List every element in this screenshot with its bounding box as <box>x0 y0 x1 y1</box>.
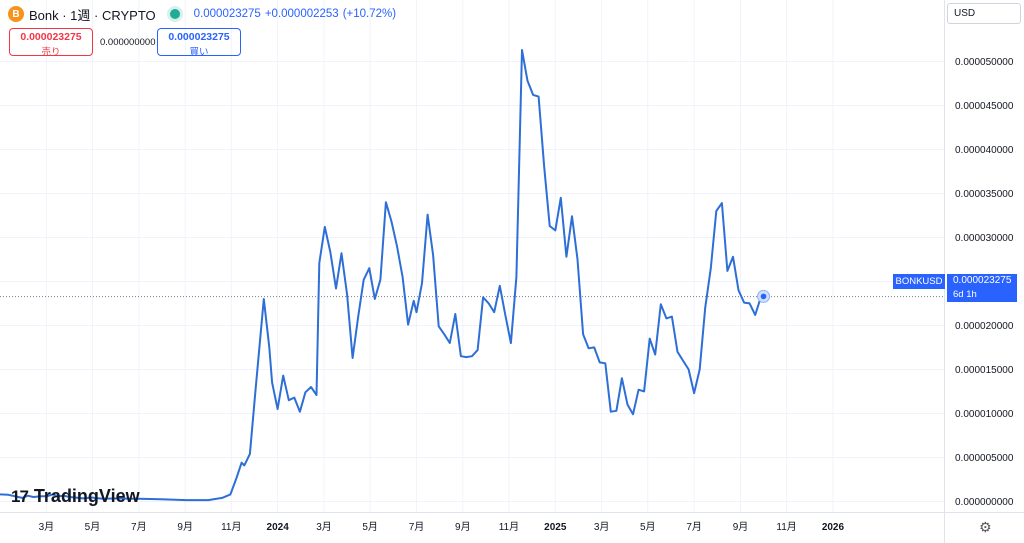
last-price-value: 0.000023275 <box>953 275 1012 286</box>
tradingview-logo-text: TradingView <box>33 486 140 506</box>
x-tick-label: 9月 <box>177 521 193 533</box>
x-tick-label: 9月 <box>455 521 471 533</box>
x-tick-label: 9月 <box>733 521 749 533</box>
y-tick-label: 0.000020000 <box>955 321 1014 332</box>
price-series-line <box>0 49 764 502</box>
y-tick-label: 0.000050000 <box>955 57 1014 68</box>
buy-button[interactable]: 0.000023275 買い <box>157 28 241 58</box>
x-tick-label: 2024 <box>267 522 290 533</box>
x-tick-label: 3月 <box>594 521 610 533</box>
x-tick-label: 3月 <box>316 521 332 533</box>
x-tick-label: 5月 <box>85 521 101 533</box>
x-tick-label: 11月 <box>221 521 241 533</box>
currency-selector[interactable]: USD <box>947 3 1021 24</box>
y-tick-label: 0.000045000 <box>955 101 1014 112</box>
y-tick-label: 0.000030000 <box>955 233 1014 244</box>
x-tick-label: 7月 <box>686 521 702 533</box>
sell-price: 0.000023275 <box>20 31 82 43</box>
last-price-label: 0.000023275 6d 1h <box>947 274 1017 302</box>
x-tick-label: 2025 <box>544 522 567 533</box>
x-tick-label: 11月 <box>776 521 796 533</box>
x-tick-label: 2026 <box>822 522 845 533</box>
x-tick-label: 3月 <box>39 521 55 533</box>
x-tick-label: 7月 <box>131 521 147 533</box>
sell-button[interactable]: 0.000023275 売り <box>9 28 93 58</box>
buy-price: 0.000023275 <box>168 31 230 43</box>
y-tick-label: 0.000005000 <box>955 453 1014 464</box>
tradingview-logo-icon: 17 <box>11 486 29 506</box>
price-change: +0.000002253 <box>264 8 339 20</box>
x-tick-label: 7月 <box>409 521 425 533</box>
x-tick-label: 5月 <box>362 521 378 533</box>
last-point-marker <box>760 293 767 300</box>
y-tick-label: 0.000000000 <box>955 497 1014 508</box>
tradingview-logo[interactable]: 17 TradingView <box>11 486 140 507</box>
price-change-percent: (+10.72%) <box>342 8 397 20</box>
symbol-last-label: BONKUSD <box>893 274 945 289</box>
bonk-coin-icon: B <box>8 6 24 22</box>
x-tick-label: 5月 <box>640 521 656 533</box>
y-tick-label: 0.000035000 <box>955 189 1014 200</box>
sell-label: 売り <box>41 47 61 58</box>
current-price: 0.000023275 <box>193 8 261 20</box>
symbol-title[interactable]: Bonk · 1週 · CRYPTO <box>29 7 156 23</box>
y-tick-label: 0.000015000 <box>955 365 1014 376</box>
symbol-header: B Bonk · 1週 · CRYPTO 0.000023275 +0.0000… <box>8 5 396 23</box>
market-open-status-icon <box>169 9 180 19</box>
y-tick-label: 0.000040000 <box>955 145 1014 156</box>
bar-countdown: 6d 1h <box>953 289 977 300</box>
chart-settings-gear-icon[interactable]: ⚙ <box>979 519 992 535</box>
buy-label: 買い <box>189 47 209 58</box>
x-axis: 3月 5月 7月 9月 11月 2024 3月 5月 7月 9月 11月 2025 3月 5月 7月 9月 11… <box>39 521 845 533</box>
spread-value: 0.000000000 <box>100 37 156 48</box>
x-tick-label: 11月 <box>499 521 519 533</box>
y-tick-label: 0.000010000 <box>955 409 1014 420</box>
